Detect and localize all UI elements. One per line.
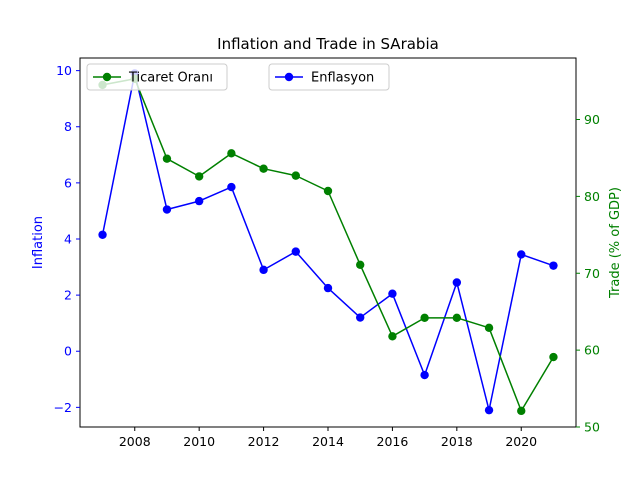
y-right-tick-label: 70 (584, 266, 600, 281)
data-point-inflation (452, 278, 462, 287)
y-left-tick-label: 2 (64, 288, 72, 303)
legend-inflation: Enflasyon (268, 63, 390, 91)
y-left-tick-label: 8 (64, 119, 72, 134)
plot-area (98, 69, 558, 416)
legend-box (86, 63, 228, 91)
x-tick-label: 2008 (119, 434, 151, 449)
data-point-trade (291, 171, 300, 180)
data-point-trade (517, 406, 526, 416)
y-left-tick-label: 0 (64, 344, 72, 359)
legend-label: Ticaret Oranı (128, 71, 213, 86)
y-left-tick-label: −2 (54, 400, 72, 415)
data-point-inflation (162, 205, 172, 214)
data-point-trade (356, 260, 365, 269)
y-left-axis-label: Inflation (31, 216, 46, 269)
data-point-trade (194, 172, 204, 181)
data-point-trade (259, 164, 268, 173)
data-point-inflation (98, 230, 107, 239)
x-tick-label: 2012 (248, 434, 280, 449)
x-tick-label: 2018 (441, 434, 473, 449)
y-right-axis-label: Trade (% of GDP) (608, 187, 623, 299)
data-point-trade (162, 154, 172, 163)
legend-label: Enflasyon (311, 71, 374, 86)
data-point-inflation (484, 405, 494, 415)
data-point-inflation (323, 283, 333, 293)
series-inflation (98, 69, 558, 415)
data-point-inflation (291, 247, 300, 256)
data-point-trade (452, 313, 462, 323)
data-point-inflation (517, 250, 526, 259)
legend-marker-swatch (102, 72, 112, 82)
y-left-tick-label: 4 (64, 231, 72, 246)
data-point-trade (323, 186, 333, 196)
y-right-tick-label: 50 (584, 420, 600, 435)
y-left-tick-label: 10 (56, 63, 72, 78)
series-line-trade (102, 78, 555, 412)
data-point-inflation (388, 289, 397, 298)
y-right-tick-label: 90 (584, 112, 600, 127)
data-point-inflation (420, 370, 429, 380)
legend-box (268, 63, 390, 91)
data-point-trade (388, 332, 397, 341)
x-tick-label: 2016 (377, 434, 409, 449)
data-point-trade (420, 313, 429, 323)
data-point-trade (549, 352, 558, 362)
chart-title: Inflation and Trade in SArabia (217, 35, 439, 53)
legend-trade: Ticaret Oranı (86, 63, 228, 91)
legend-marker-swatch (284, 72, 294, 82)
legends: Ticaret Oranı Enflasyon (86, 63, 390, 91)
data-point-trade (484, 323, 494, 333)
plot-frame (79, 57, 577, 428)
y-right-tick-label: 60 (584, 343, 600, 358)
data-point-inflation (194, 196, 204, 206)
x-tick-label: 2014 (312, 434, 344, 449)
axes: 2008 2010 2012 2014 2016 2018 2020 −2 0 2 4 6 8 10 50 6… (31, 57, 623, 449)
data-point-inflation (227, 182, 236, 192)
y-right-tick-label: 80 (584, 189, 600, 204)
series-line-inflation (101, 72, 554, 411)
y-left-tick-label: 6 (64, 175, 72, 190)
x-tick-label: 2020 (505, 434, 537, 449)
x-tick-label: 2010 (183, 434, 215, 449)
data-point-trade (227, 149, 236, 158)
series-trade (98, 74, 558, 416)
data-point-inflation (356, 313, 365, 322)
data-point-inflation (549, 261, 558, 270)
data-point-inflation (259, 265, 268, 275)
